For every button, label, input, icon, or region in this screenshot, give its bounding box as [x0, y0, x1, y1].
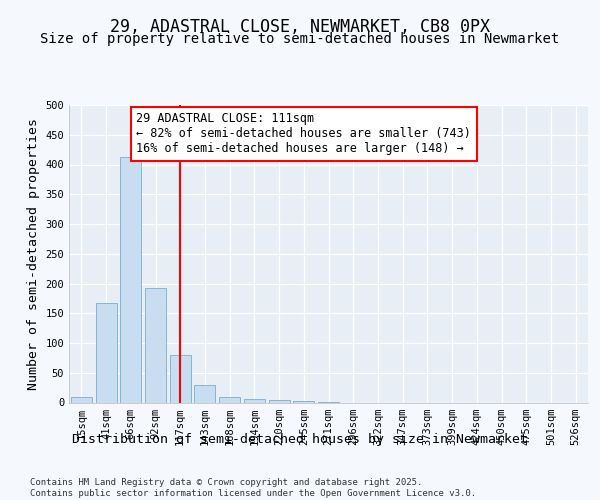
- Bar: [95, 302, 116, 402]
- Text: Distribution of semi-detached houses by size in Newmarket: Distribution of semi-detached houses by …: [72, 432, 528, 446]
- Bar: [71, 396, 92, 402]
- Bar: [219, 397, 240, 402]
- Bar: [194, 385, 215, 402]
- Text: 29 ADASTRAL CLOSE: 111sqm
← 82% of semi-detached houses are smaller (743)
16% of: 29 ADASTRAL CLOSE: 111sqm ← 82% of semi-…: [136, 112, 472, 156]
- Text: 29, ADASTRAL CLOSE, NEWMARKET, CB8 0PX: 29, ADASTRAL CLOSE, NEWMARKET, CB8 0PX: [110, 18, 490, 36]
- Bar: [170, 355, 191, 403]
- Text: Contains HM Land Registry data © Crown copyright and database right 2025.
Contai: Contains HM Land Registry data © Crown c…: [30, 478, 476, 498]
- Bar: [244, 399, 265, 402]
- Text: Size of property relative to semi-detached houses in Newmarket: Size of property relative to semi-detach…: [40, 32, 560, 46]
- Y-axis label: Number of semi-detached properties: Number of semi-detached properties: [27, 118, 40, 390]
- Bar: [120, 157, 141, 402]
- Bar: [269, 400, 290, 402]
- Bar: [145, 288, 166, 403]
